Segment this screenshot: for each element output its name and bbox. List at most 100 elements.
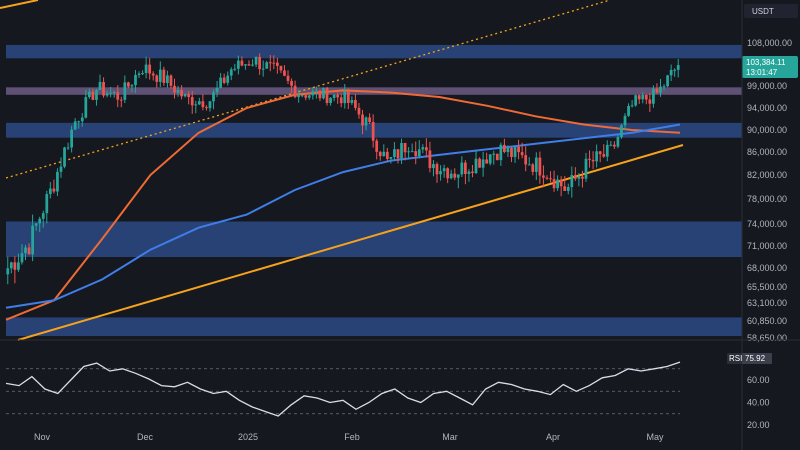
time-axis-layer: Nov Dec 2025 Feb Mar Apr May xyxy=(34,432,664,442)
candle-body xyxy=(531,164,535,172)
candle-body xyxy=(343,91,347,104)
candle-body xyxy=(378,151,382,157)
candle-body xyxy=(424,147,428,151)
candle-body xyxy=(637,95,641,100)
candle-body xyxy=(268,62,272,64)
price-tick-label: 94,000.00 xyxy=(747,103,787,113)
candle-body xyxy=(17,262,20,270)
candle-body xyxy=(240,60,244,66)
candle-body xyxy=(389,156,393,159)
candle-body xyxy=(446,168,450,179)
candle-body xyxy=(428,150,432,169)
price-tick-label: 90,000.00 xyxy=(747,125,787,135)
price-zone xyxy=(6,221,742,257)
candle-body xyxy=(584,158,588,179)
candle-body xyxy=(371,121,375,141)
candle-body xyxy=(116,92,120,100)
candle-body xyxy=(162,69,166,84)
candle-body xyxy=(332,94,336,98)
candle-body xyxy=(339,97,343,104)
price-tick-label: 60,850.00 xyxy=(747,316,787,326)
candle-body xyxy=(641,94,645,100)
candle-body xyxy=(350,99,354,103)
price-tick-label: 65,500.00 xyxy=(747,282,787,292)
price-tick-label: 71,000.00 xyxy=(747,241,787,251)
candle-body xyxy=(570,175,574,188)
candle-body xyxy=(251,64,254,66)
time-tick-label: Apr xyxy=(546,432,560,442)
candle-body xyxy=(499,144,503,161)
candle-body xyxy=(503,144,506,153)
candle-body xyxy=(283,70,286,76)
candle-body xyxy=(329,97,332,104)
candle-body xyxy=(609,144,613,146)
candle-body xyxy=(410,151,414,153)
candle-body xyxy=(467,171,471,174)
candle-body xyxy=(595,151,599,162)
candle-body xyxy=(173,85,176,93)
candle-body xyxy=(492,153,496,155)
candle-body xyxy=(247,64,251,66)
candle-body xyxy=(236,60,240,69)
candle-body xyxy=(34,223,38,226)
price-tick-label: 86,000.00 xyxy=(747,147,787,157)
candle-body xyxy=(652,88,655,104)
candle-body xyxy=(368,117,371,122)
candle-body xyxy=(276,62,279,66)
candle-body xyxy=(605,144,609,157)
candle-body xyxy=(105,93,109,96)
candle-body xyxy=(513,146,517,158)
candle-body xyxy=(346,91,350,103)
candle-body xyxy=(573,175,577,179)
candle-body xyxy=(421,147,425,150)
candle-body xyxy=(630,105,634,107)
time-tick-label: May xyxy=(646,432,664,442)
time-tick-label: Mar xyxy=(442,432,458,442)
candle-body xyxy=(549,178,552,180)
price-zone xyxy=(6,317,742,337)
price-tick-label: 99,000.00 xyxy=(747,81,787,91)
rsi-tick-label: 20.00 xyxy=(747,420,770,430)
candle-body xyxy=(87,91,91,98)
candle-body xyxy=(244,64,247,66)
candle-body xyxy=(676,65,680,70)
candle-body xyxy=(318,90,322,99)
candle-body xyxy=(183,93,187,97)
price-pair-badge-bg[interactable] xyxy=(744,4,798,18)
candle-body xyxy=(215,87,219,93)
candle-body xyxy=(453,173,457,178)
candle-body xyxy=(13,262,17,270)
candle-body xyxy=(517,146,520,153)
candle-body xyxy=(27,247,31,255)
candle-body xyxy=(563,186,567,191)
candle-body xyxy=(627,106,630,116)
candle-body xyxy=(151,73,155,76)
candle-body xyxy=(311,91,315,96)
candle-body xyxy=(307,95,311,98)
candle-body xyxy=(534,157,538,172)
candle-body xyxy=(265,62,269,69)
candle-body xyxy=(385,151,389,159)
candle-body xyxy=(176,90,180,93)
rsi-layer: 60.00 40.00 20.00 RSI 75.92 xyxy=(5,353,772,430)
candle-body xyxy=(520,152,524,156)
candle-body xyxy=(304,95,308,98)
current-price-tag xyxy=(742,56,798,79)
candle-body xyxy=(648,99,652,104)
candle-body xyxy=(403,143,407,153)
candle-body xyxy=(205,107,208,109)
candle-body xyxy=(141,73,144,75)
candle-body xyxy=(662,86,666,88)
current-price-countdown: 13:01:47 xyxy=(746,68,778,77)
candle-body xyxy=(634,95,638,106)
rsi-tick-label: 60.00 xyxy=(747,375,770,385)
candle-body xyxy=(194,104,198,106)
candle-body xyxy=(261,68,265,70)
candle-body xyxy=(59,166,63,172)
candle-body xyxy=(24,247,27,254)
candle-body xyxy=(6,268,10,275)
candle-body xyxy=(357,107,361,115)
price-tick-label: 63,100.00 xyxy=(747,298,787,308)
